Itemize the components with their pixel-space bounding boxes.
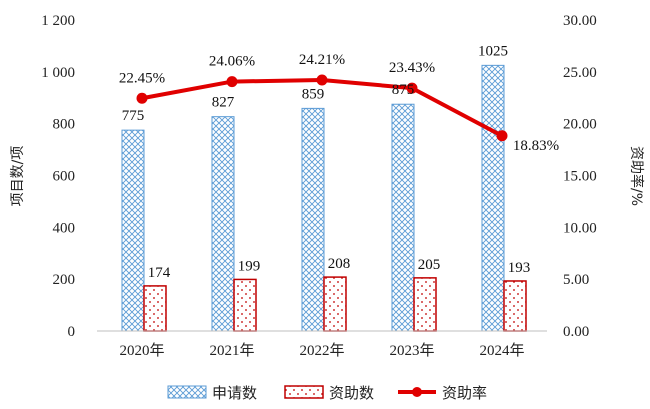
y-axis-left: 0 200 400 600 800 1 000 1 200 [41,13,75,340]
x-tick-label: 2022年 [299,342,344,359]
y2-tick-label: 20.00 [563,117,597,133]
rate-point [316,74,328,86]
bar-apply [211,116,235,332]
data-label-rate: 24.21% [299,52,345,68]
data-label-apply: 859 [302,86,325,102]
y2-tick-label: 5.00 [563,272,589,288]
legend-swatch-apply [167,385,207,399]
rate-point [496,130,508,142]
data-label-apply: 875 [392,82,415,98]
legend-label-fund: 资助数 [329,384,374,402]
bar-fund [323,276,347,332]
line-layer [136,74,508,142]
bar-apply [481,64,505,332]
data-label-fund: 208 [328,256,351,272]
bar-fund [503,280,527,332]
y-tick-label: 400 [53,220,76,236]
y-tick-label: 0 [68,324,76,340]
x-tick-label: 2024年 [479,342,524,359]
data-label-apply: 775 [122,108,145,124]
y-tick-label: 1 200 [41,13,75,29]
legend-swatch-fund [284,385,324,399]
y2-tick-label: 10.00 [563,220,597,236]
x-tick-label: 2020年 [119,342,164,359]
bar-fund [143,285,167,332]
x-tick-label: 2021年 [209,342,254,359]
legend-label-apply: 申请数 [212,384,257,402]
x-tick-label: 2023年 [389,342,434,359]
data-label-fund: 193 [508,260,531,276]
y-tick-label: 1 000 [41,65,75,81]
y2-tick-label: 30.00 [563,13,597,29]
data-label-layer: 775 174 827 199 859 208 875 205 1025 193 22.45% 24.… [119,43,559,281]
rate-point [136,92,148,104]
legend: 申请数 资助数 资助率 [167,384,487,402]
y-axis-right: 0.00 5.00 10.00 15.00 20.00 25.00 30.00 [563,13,597,340]
data-label-rate: 18.83% [513,138,559,154]
data-label-apply: 827 [212,95,235,111]
data-label-fund: 199 [238,258,261,274]
y2-tick-label: 15.00 [563,169,597,185]
y-axis-title: 项目数/项 [10,146,26,207]
y-tick-label: 200 [53,272,76,288]
bar-apply [391,103,415,332]
y2-axis-title: 资助率/% [628,146,645,206]
data-label-rate: 23.43% [389,60,435,76]
data-label-rate: 24.06% [209,54,255,70]
data-label-apply: 1025 [478,43,508,59]
rate-point [226,76,238,88]
y2-tick-label: 25.00 [563,65,597,81]
data-label-fund: 205 [418,257,441,273]
bar-apply [301,107,325,332]
bar-layer [121,64,527,332]
y-tick-label: 800 [53,117,76,133]
data-label-rate: 22.45% [119,70,165,86]
legend-label-rate: 资助率 [442,384,487,402]
y2-tick-label: 0.00 [563,324,589,340]
x-axis: 2020年 2021年 2022年 2023年 2024年 [119,342,524,359]
data-label-fund: 174 [148,265,171,281]
y-tick-label: 600 [53,169,76,185]
legend-marker-rate [412,387,422,397]
rate-point [406,82,418,94]
bar-fund [413,277,437,332]
bar-fund [233,278,257,332]
bar-apply [121,129,145,332]
